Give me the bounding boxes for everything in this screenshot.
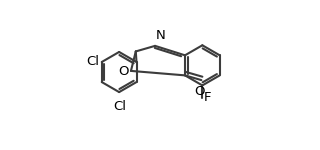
Text: N: N — [156, 29, 165, 42]
Text: Cl: Cl — [86, 56, 100, 69]
Text: O: O — [195, 85, 205, 98]
Text: Cl: Cl — [113, 100, 126, 113]
Text: O: O — [118, 65, 129, 78]
Text: F: F — [204, 91, 211, 104]
